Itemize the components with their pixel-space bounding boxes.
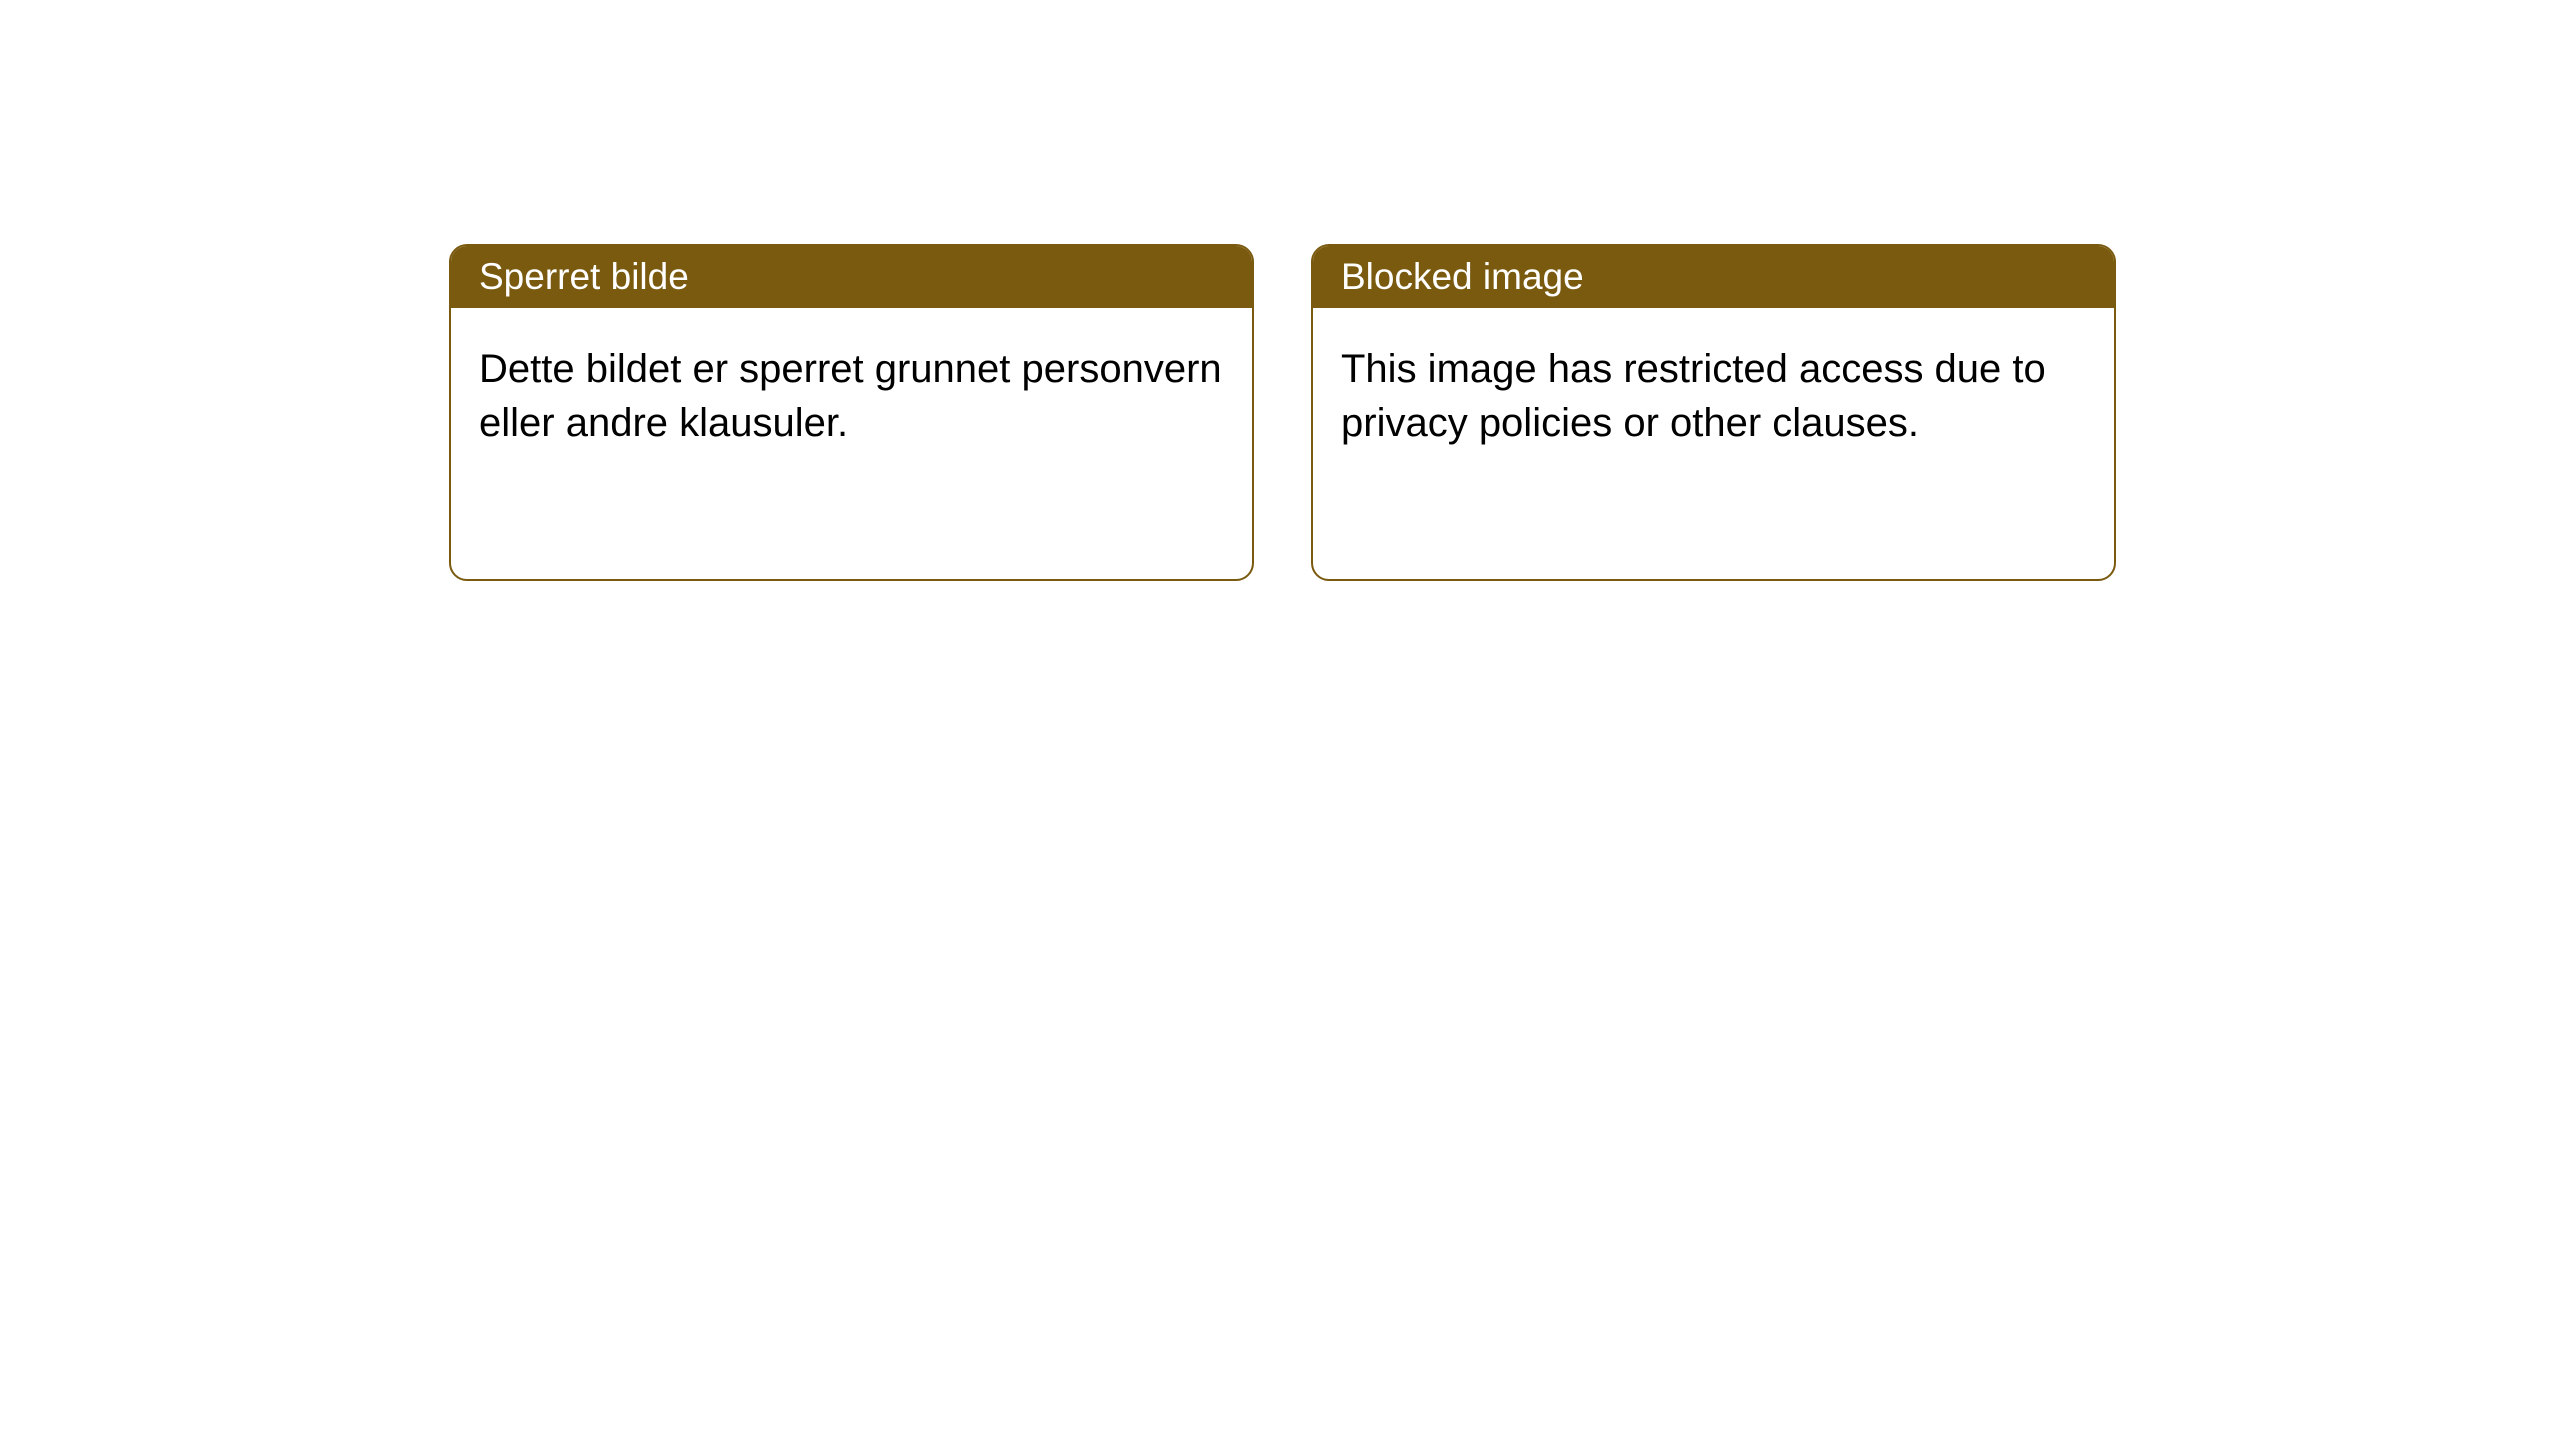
notice-header-english: Blocked image	[1313, 246, 2114, 308]
notice-body-text: Dette bildet er sperret grunnet personve…	[479, 347, 1222, 445]
notice-body-norwegian: Dette bildet er sperret grunnet personve…	[451, 308, 1252, 579]
notice-header-norwegian: Sperret bilde	[451, 246, 1252, 308]
notice-header-text: Blocked image	[1341, 256, 1584, 297]
notice-body-text: This image has restricted access due to …	[1341, 347, 2046, 445]
notice-header-text: Sperret bilde	[479, 256, 689, 297]
notice-card-english: Blocked image This image has restricted …	[1311, 244, 2116, 581]
notice-container: Sperret bilde Dette bildet er sperret gr…	[449, 244, 2116, 581]
notice-body-english: This image has restricted access due to …	[1313, 308, 2114, 579]
notice-card-norwegian: Sperret bilde Dette bildet er sperret gr…	[449, 244, 1254, 581]
